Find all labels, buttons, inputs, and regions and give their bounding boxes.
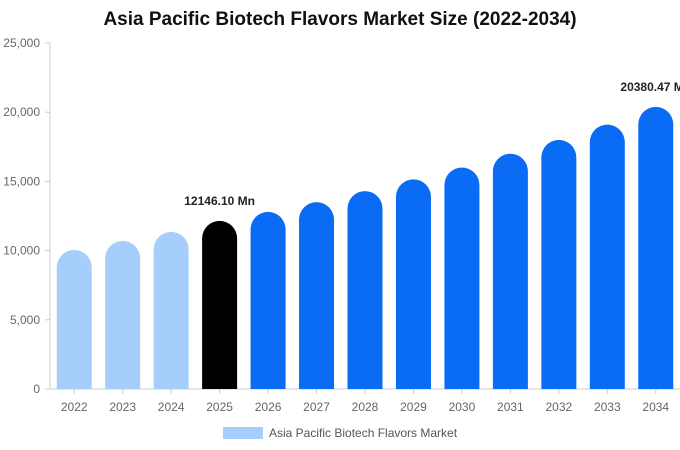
y-tick-label: 10,000: [3, 244, 40, 258]
y-tick-label: 5,000: [10, 313, 40, 327]
x-tick-label: 2026: [255, 400, 282, 414]
bar-2025[interactable]: [202, 220, 238, 389]
chart-title: Asia Pacific Biotech Flavors Market Size…: [103, 9, 577, 30]
x-tick-label: 2034: [642, 400, 669, 414]
y-tick-label: 15,000: [3, 174, 40, 188]
bar-2023[interactable]: [105, 240, 141, 389]
data-label-2034: 20380.47 Mn: [620, 80, 680, 94]
y-tick-label: 25,000: [3, 36, 40, 50]
bar-2031[interactable]: [492, 153, 528, 389]
bar-2033[interactable]: [589, 124, 625, 389]
legend-swatch: [223, 427, 263, 439]
x-tick-label: 2029: [400, 400, 427, 414]
bar-2022[interactable]: [56, 249, 92, 389]
x-tick-label: 2025: [206, 400, 233, 414]
x-tick-label: 2030: [449, 400, 476, 414]
x-tick-label: 2023: [109, 400, 136, 414]
x-tick-label: 2022: [61, 400, 88, 414]
bar-2027[interactable]: [299, 202, 335, 389]
legend[interactable]: Asia Pacific Biotech Flavors Market: [223, 426, 457, 440]
y-tick-label: 20,000: [3, 105, 40, 119]
bar-2024[interactable]: [153, 231, 189, 389]
legend-label: Asia Pacific Biotech Flavors Market: [269, 426, 458, 440]
bar-2029[interactable]: [395, 179, 431, 389]
bar-2028[interactable]: [347, 191, 383, 389]
bar-2034[interactable]: [638, 106, 674, 389]
x-tick-label: 2033: [594, 400, 621, 414]
x-tick-label: 2031: [497, 400, 524, 414]
bar-2026[interactable]: [250, 211, 286, 389]
x-tick-label: 2024: [158, 400, 185, 414]
x-tick-label: 2032: [545, 400, 572, 414]
x-tick-label: 2028: [352, 400, 379, 414]
data-label-2025: 12146.10 Mn: [184, 194, 255, 208]
x-tick-label: 2027: [303, 400, 330, 414]
bar-2032[interactable]: [541, 139, 577, 389]
y-tick-label: 0: [33, 382, 40, 396]
bar-2030[interactable]: [444, 167, 480, 389]
